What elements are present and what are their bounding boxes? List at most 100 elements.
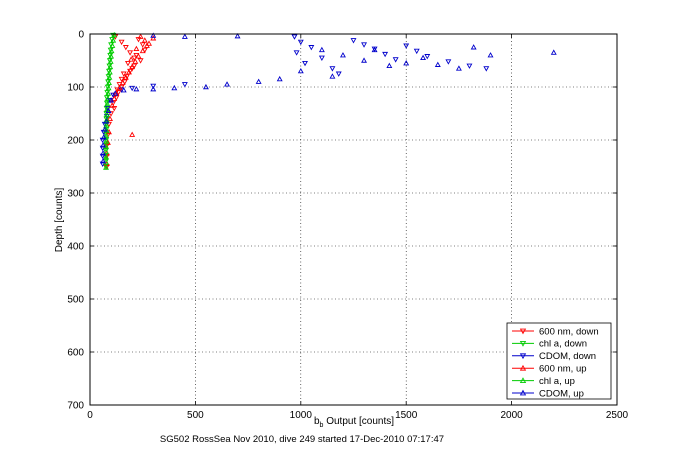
data-point (483, 66, 490, 72)
data-point (133, 85, 140, 92)
data-point (129, 131, 136, 137)
legend-marker (519, 389, 527, 396)
data-point (255, 78, 262, 84)
data-point (122, 74, 129, 80)
y-tick-label: 600 (67, 348, 84, 359)
data-point (202, 83, 209, 90)
x-tick-label: 500 (187, 410, 204, 421)
data-point (382, 51, 389, 58)
series-layer (99, 31, 557, 170)
data-point (109, 102, 116, 108)
legend-box (506, 322, 612, 400)
data-point (120, 71, 127, 77)
data-point (105, 90, 112, 96)
x-axis-title-rest: Output [counts] (323, 416, 394, 427)
y-tick-label: 400 (67, 242, 84, 253)
data-point (108, 53, 115, 59)
data-point (413, 48, 420, 55)
data-point (108, 47, 115, 54)
data-point (106, 79, 112, 85)
data-point (109, 37, 116, 43)
data-point (107, 63, 114, 70)
legend-label: chl a, down (539, 339, 587, 350)
data-point (122, 45, 129, 51)
data-point (308, 45, 315, 51)
y-tick-label: 300 (67, 189, 84, 200)
data-point (103, 111, 110, 117)
data-point (297, 39, 304, 46)
series-6 (100, 32, 557, 164)
data-point (550, 49, 557, 55)
data-point (105, 107, 112, 114)
ticks: 0 500 1000 1500 2000 2500 0 100 200 300 400 500 600 7… (67, 30, 628, 422)
legend-item: chl a, up (512, 376, 575, 387)
y-tick-label: 200 (67, 136, 84, 147)
plot-frame (89, 33, 618, 406)
data-point (276, 75, 283, 82)
data-point (403, 60, 410, 66)
y-tick-label: 100 (67, 83, 84, 94)
data-point (137, 33, 144, 39)
data-point (171, 84, 178, 91)
data-point (129, 85, 136, 92)
legend-label: CDOM, up (539, 388, 584, 399)
data-point (109, 42, 116, 48)
data-point (335, 71, 342, 77)
data-point (118, 76, 125, 83)
legend-marker (519, 364, 527, 371)
data-point (135, 53, 142, 59)
data-point (103, 116, 110, 123)
data-point (107, 115, 113, 122)
data-point (103, 118, 110, 124)
data-point (132, 58, 139, 64)
legend-item: chl a, down (512, 339, 587, 350)
data-point (291, 34, 298, 40)
data-point (445, 59, 452, 65)
data-point (103, 137, 110, 144)
data-point (150, 32, 157, 38)
legend-marker (519, 341, 527, 347)
legend-item: 600 nm, down (512, 326, 599, 337)
y-tick-label: 0 (78, 30, 84, 41)
chart-caption: SG502 RossSea Nov 2010, dive 249 started… (160, 434, 444, 445)
data-point (371, 46, 378, 53)
y-axis-title: Depth [counts] (54, 188, 65, 253)
legend-marker (519, 328, 527, 335)
data-point (124, 60, 131, 67)
data-point (420, 54, 427, 61)
data-point (424, 54, 431, 60)
data-point (131, 55, 138, 61)
data-point (146, 40, 152, 46)
data-point (234, 32, 241, 39)
legend-marker (519, 377, 527, 383)
legend-label: 600 nm, up (539, 364, 587, 375)
data-point (181, 82, 188, 88)
data-point (100, 134, 107, 140)
data-point (106, 121, 112, 128)
legend-item: 600 nm, up (512, 364, 587, 375)
data-point (150, 83, 157, 90)
data-point (141, 37, 148, 43)
data-point (224, 81, 230, 87)
data-point (100, 158, 107, 164)
data-point (108, 97, 115, 103)
legend-label: chl a, up (539, 376, 575, 387)
data-point (361, 57, 368, 63)
legend-label: CDOM, down (539, 351, 596, 362)
data-point (103, 153, 109, 160)
data-point (434, 61, 441, 67)
data-point (329, 66, 336, 72)
data-point (293, 50, 300, 56)
data-point (470, 44, 477, 50)
x-tick-label: 2000 (500, 410, 523, 421)
data-point (101, 126, 108, 132)
data-point (105, 84, 112, 91)
data-point (103, 132, 110, 138)
data-point (99, 137, 106, 144)
data-point (108, 111, 115, 117)
data-point (150, 35, 157, 41)
data-point (106, 74, 113, 80)
data-point (329, 73, 336, 79)
data-point (127, 50, 134, 56)
